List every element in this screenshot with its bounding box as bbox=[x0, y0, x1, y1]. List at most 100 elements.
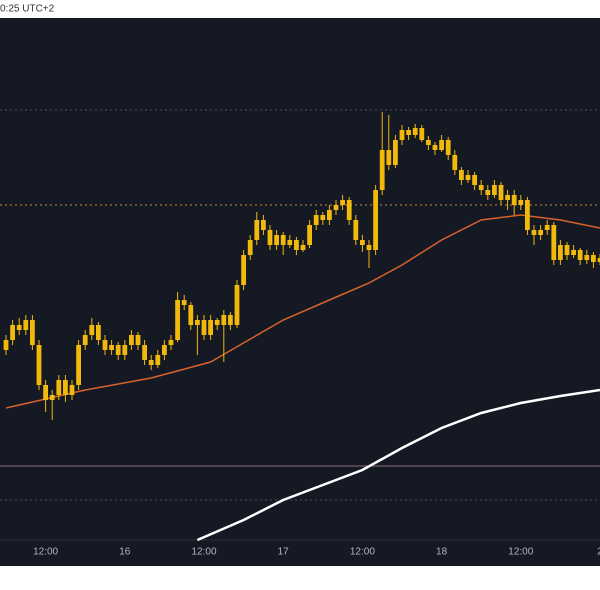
candle-body bbox=[188, 305, 194, 325]
candle-body bbox=[459, 170, 464, 180]
candle-body bbox=[16, 325, 22, 330]
candle-body bbox=[208, 320, 213, 335]
candle-body bbox=[168, 340, 174, 345]
candle-body bbox=[129, 335, 134, 345]
candle-body bbox=[261, 220, 266, 230]
candle-body bbox=[300, 245, 306, 250]
candle-body bbox=[89, 325, 95, 335]
candle-body bbox=[102, 340, 108, 350]
candle-body bbox=[432, 145, 438, 150]
x-tick-label: 2 bbox=[597, 547, 600, 558]
candle-body bbox=[241, 255, 246, 285]
x-tick-label: 18 bbox=[436, 547, 448, 558]
candle-body bbox=[544, 225, 550, 230]
candle-body bbox=[56, 380, 62, 395]
candle-body bbox=[386, 150, 392, 165]
candle-body bbox=[195, 320, 200, 325]
candle-body bbox=[201, 320, 207, 335]
candle-body bbox=[36, 345, 42, 385]
candle-body bbox=[267, 230, 273, 245]
candle-body bbox=[346, 200, 352, 220]
candle-body bbox=[63, 380, 68, 395]
candle-body bbox=[115, 345, 121, 355]
candle-body bbox=[577, 250, 583, 260]
moving-average bbox=[196, 388, 600, 542]
candle-body bbox=[142, 345, 147, 360]
candle-body bbox=[69, 385, 75, 395]
candle-body bbox=[465, 175, 471, 180]
candle-body bbox=[234, 285, 240, 325]
candle-body bbox=[3, 340, 9, 350]
candle-body bbox=[82, 335, 88, 345]
candle-body bbox=[406, 130, 411, 135]
candle-body bbox=[472, 175, 477, 185]
candle-body bbox=[584, 255, 590, 260]
candle-body bbox=[498, 185, 504, 200]
x-tick-label: 16 bbox=[119, 547, 131, 558]
candle-body bbox=[445, 140, 451, 155]
candle-body bbox=[426, 140, 431, 145]
candle-body bbox=[511, 195, 517, 205]
candle-body bbox=[558, 245, 563, 260]
candle-body bbox=[399, 130, 405, 140]
candle-body bbox=[564, 245, 570, 255]
candle-body bbox=[30, 320, 35, 345]
candle-body bbox=[109, 345, 114, 350]
candle-body bbox=[393, 140, 398, 165]
candle-body bbox=[571, 250, 576, 255]
candle-body bbox=[274, 235, 279, 245]
x-tick-label: 17 bbox=[278, 547, 290, 558]
candle-body bbox=[96, 325, 101, 340]
candle-body bbox=[478, 185, 484, 190]
header-text: 0:25 UTC+2 bbox=[0, 4, 55, 15]
candle-body bbox=[155, 355, 161, 365]
candle-body bbox=[597, 258, 600, 262]
candle-body bbox=[518, 200, 524, 205]
candle-body bbox=[247, 240, 253, 255]
candle-body bbox=[49, 395, 55, 400]
candle-body bbox=[360, 240, 365, 245]
candle-body bbox=[452, 155, 458, 170]
candle-body bbox=[162, 345, 167, 355]
candle-body bbox=[307, 225, 312, 245]
candle-body bbox=[23, 320, 29, 330]
x-tick-label: 12:00 bbox=[350, 547, 375, 558]
candle-body bbox=[412, 128, 418, 135]
candle-body bbox=[551, 225, 557, 260]
candle-body bbox=[148, 360, 154, 365]
candle-body bbox=[327, 210, 332, 220]
candle-body bbox=[280, 235, 286, 245]
candle-body bbox=[320, 215, 326, 220]
candle-body bbox=[538, 230, 543, 235]
candle-body bbox=[333, 205, 339, 210]
candle-body bbox=[313, 215, 319, 225]
x-tick-label: 12:00 bbox=[33, 547, 58, 558]
chart-background bbox=[0, 18, 600, 566]
candle-body bbox=[419, 128, 425, 140]
candle-body bbox=[366, 245, 372, 250]
candle-body bbox=[254, 220, 260, 240]
candle-body bbox=[287, 240, 293, 245]
candle-body bbox=[591, 255, 596, 262]
candle-body bbox=[214, 320, 220, 325]
candle-body bbox=[531, 230, 537, 235]
candle-body bbox=[485, 190, 491, 195]
x-tick-label: 12:00 bbox=[508, 547, 533, 558]
candle-body bbox=[10, 325, 15, 340]
x-tick-label: 12:00 bbox=[191, 547, 216, 558]
candle-body bbox=[122, 345, 128, 355]
candle-body bbox=[228, 315, 233, 325]
candle-body bbox=[373, 190, 378, 250]
candle-body bbox=[492, 185, 497, 195]
candle-body bbox=[221, 315, 227, 325]
candle-body bbox=[76, 345, 81, 385]
candle-body bbox=[439, 140, 444, 150]
candle-body bbox=[353, 220, 359, 240]
candle-body bbox=[379, 150, 385, 190]
moving-average bbox=[5, 214, 600, 409]
candle-body bbox=[525, 200, 530, 230]
candle-body bbox=[43, 385, 48, 400]
candle-body bbox=[505, 195, 510, 200]
